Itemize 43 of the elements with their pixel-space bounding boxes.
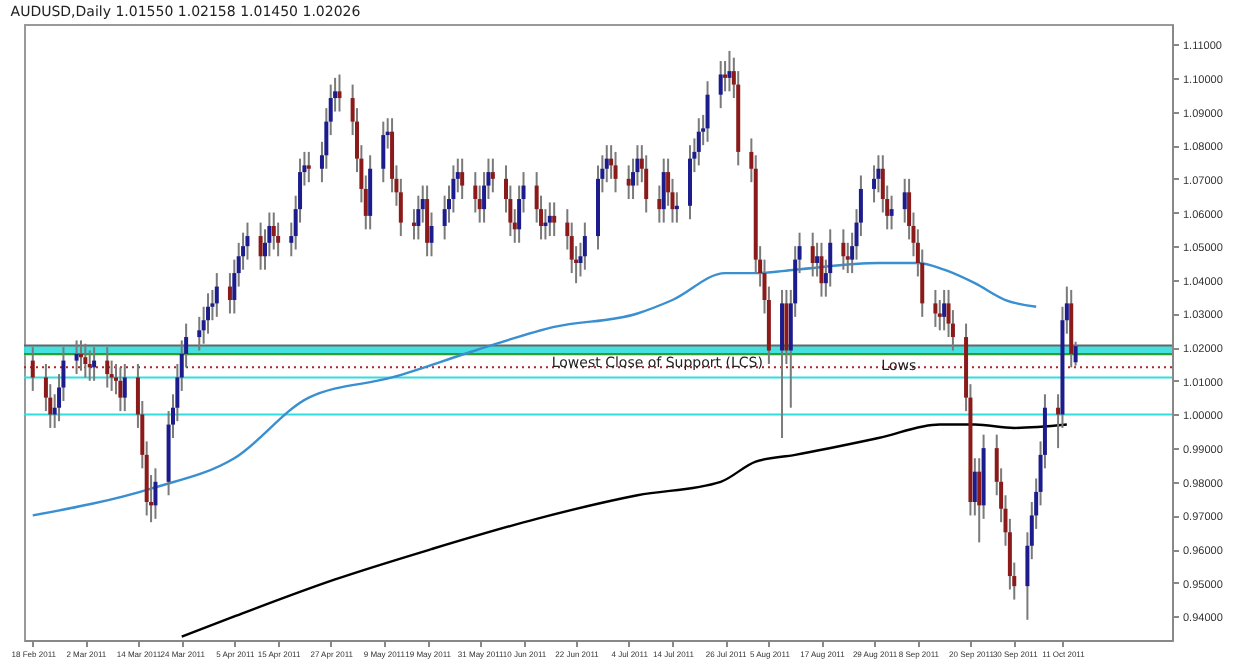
candlestick [661, 157, 666, 224]
candlestick [889, 194, 894, 231]
candlestick [78, 339, 83, 372]
candlestick [727, 49, 732, 93]
candlestick [810, 231, 815, 278]
candlestick [718, 60, 723, 110]
candlestick [604, 144, 609, 184]
candlestick [105, 346, 110, 389]
candlestick [819, 241, 824, 298]
candlestick [688, 144, 693, 221]
candlestick [197, 315, 202, 352]
candlestick [696, 117, 701, 167]
candlestick [613, 150, 618, 194]
candlestick [626, 164, 631, 201]
line-series [180, 423, 1069, 638]
candlestick [153, 467, 158, 520]
candlestick [582, 221, 587, 271]
candlestick [547, 201, 552, 238]
candlestick [552, 201, 557, 238]
candlestick [83, 342, 88, 379]
candlestick [74, 339, 79, 376]
candlestick [87, 349, 92, 382]
candlestick [442, 194, 447, 241]
candlestick [460, 157, 465, 201]
candlestick [306, 150, 311, 184]
candlestick [425, 184, 430, 258]
candlestick [271, 211, 276, 251]
candlestick [214, 272, 219, 318]
candlestick [122, 362, 127, 413]
candlestick [276, 221, 281, 258]
candlestick [416, 194, 421, 241]
candlestick [490, 157, 495, 194]
candlestick [381, 120, 386, 184]
candlestick [942, 288, 947, 332]
candlestick [368, 154, 373, 231]
candlestick [258, 221, 263, 271]
candlestick [705, 80, 710, 143]
candlestick [933, 288, 938, 328]
candlestick [841, 228, 846, 271]
candlestick [780, 288, 785, 440]
candlestick [337, 73, 342, 113]
candlestick [30, 346, 35, 392]
candlestick [118, 366, 123, 413]
